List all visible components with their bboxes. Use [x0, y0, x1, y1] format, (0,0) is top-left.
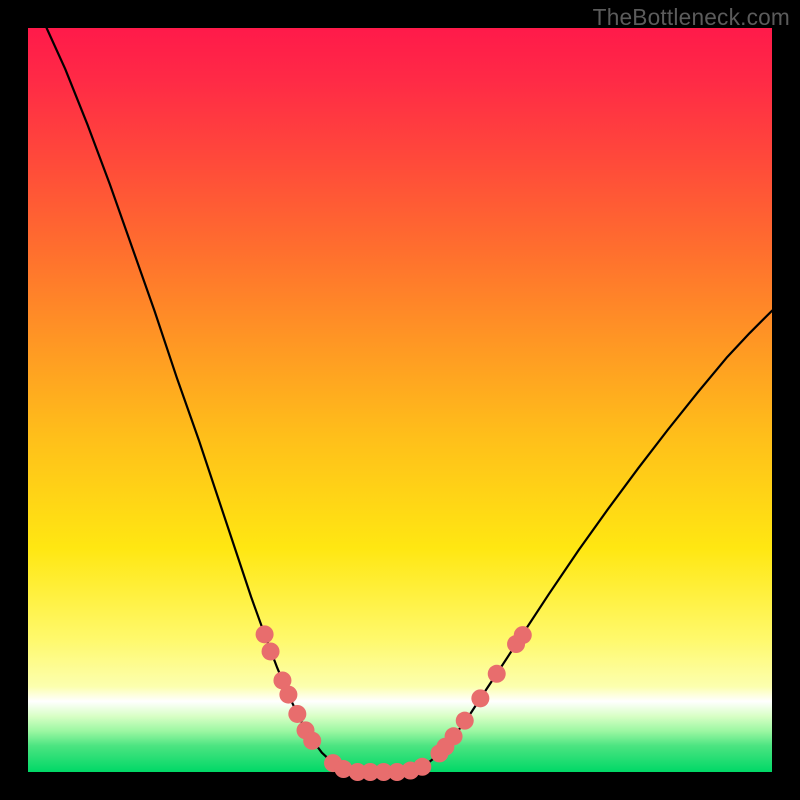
bottleneck-chart [0, 0, 800, 800]
curve-marker [288, 705, 306, 723]
curve-marker [262, 642, 280, 660]
curve-marker [279, 686, 297, 704]
curve-marker [514, 626, 532, 644]
curve-marker [456, 712, 474, 730]
curve-marker [303, 732, 321, 750]
curve-marker [471, 689, 489, 707]
curve-marker [488, 665, 506, 683]
curve-marker [256, 625, 274, 643]
curve-marker [445, 727, 463, 745]
watermark-text: TheBottleneck.com [593, 4, 790, 31]
chart-background [28, 28, 772, 772]
curve-marker [413, 758, 431, 776]
